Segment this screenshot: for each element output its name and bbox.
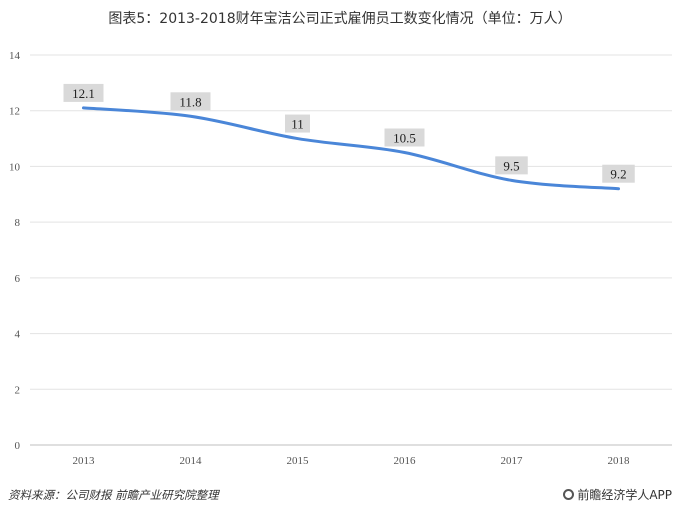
y-tick-label: 4 <box>15 329 21 341</box>
y-tick-label: 10 <box>9 161 21 173</box>
y-tick-label: 0 <box>15 440 21 452</box>
data-label: 11.8 <box>170 92 211 111</box>
y-tick-label: 6 <box>15 273 21 285</box>
data-label-box <box>384 128 425 147</box>
y-tick-label: 12 <box>9 106 20 118</box>
data-label-text: 11 <box>291 117 304 132</box>
chart-title: 图表5：2013-2018财年宝洁公司正式雇佣员工数变化情况（单位：万人） <box>108 11 572 27</box>
data-label: 11 <box>285 114 310 133</box>
data-label-text: 10.5 <box>393 131 416 146</box>
series-line-group <box>82 106 620 191</box>
x-tick-label: 2014 <box>180 455 203 467</box>
gridlines <box>30 54 672 446</box>
y-tick-label: 2 <box>15 384 21 396</box>
y-axis-ticks: 0 2 4 6 8 10 12 14 <box>9 50 21 452</box>
y-tick-label: 8 <box>15 217 21 229</box>
x-tick-label: 2016 <box>394 455 417 467</box>
data-label: 9.5 <box>495 156 528 175</box>
data-label-box <box>495 156 528 175</box>
x-axis-ticks: 2013 2014 2015 2016 2017 2018 <box>73 455 631 467</box>
source-note: 资料来源：公司财报 前瞻产业研究院整理 <box>8 488 219 502</box>
data-label-box <box>170 92 211 111</box>
x-tick-label: 2013 <box>73 455 96 467</box>
data-label-text: 12.1 <box>72 86 95 101</box>
data-label-text: 9.2 <box>610 167 626 182</box>
data-label-text: 9.5 <box>503 158 519 173</box>
x-tick-label: 2018 <box>608 455 631 467</box>
y-tick-label: 14 <box>9 50 21 62</box>
x-tick-label: 2015 <box>287 455 310 467</box>
data-label: 9.2 <box>602 164 635 183</box>
data-label-text: 11.8 <box>179 94 201 109</box>
data-label: 12.1 <box>63 83 104 102</box>
data-labels: 12.1 11.8 11 10.5 9.5 9.2 <box>63 83 635 183</box>
brand-name: 前瞻经济学人APP <box>577 488 672 502</box>
data-label-box <box>602 164 635 183</box>
data-label: 10.5 <box>384 128 425 147</box>
x-tick-label: 2017 <box>501 455 524 467</box>
brand-logo-icon <box>563 489 575 500</box>
data-label-box <box>285 114 310 133</box>
data-label-box <box>63 83 104 102</box>
series-line <box>82 106 620 191</box>
brand-mark: 前瞻经济学人APP <box>563 486 672 503</box>
